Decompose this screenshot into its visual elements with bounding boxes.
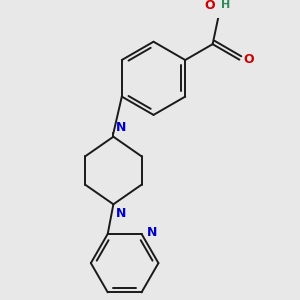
Text: N: N [116, 121, 127, 134]
Text: O: O [205, 0, 215, 12]
Text: O: O [244, 53, 254, 66]
Text: N: N [116, 207, 127, 220]
Text: H: H [221, 0, 230, 11]
Text: N: N [146, 226, 157, 239]
